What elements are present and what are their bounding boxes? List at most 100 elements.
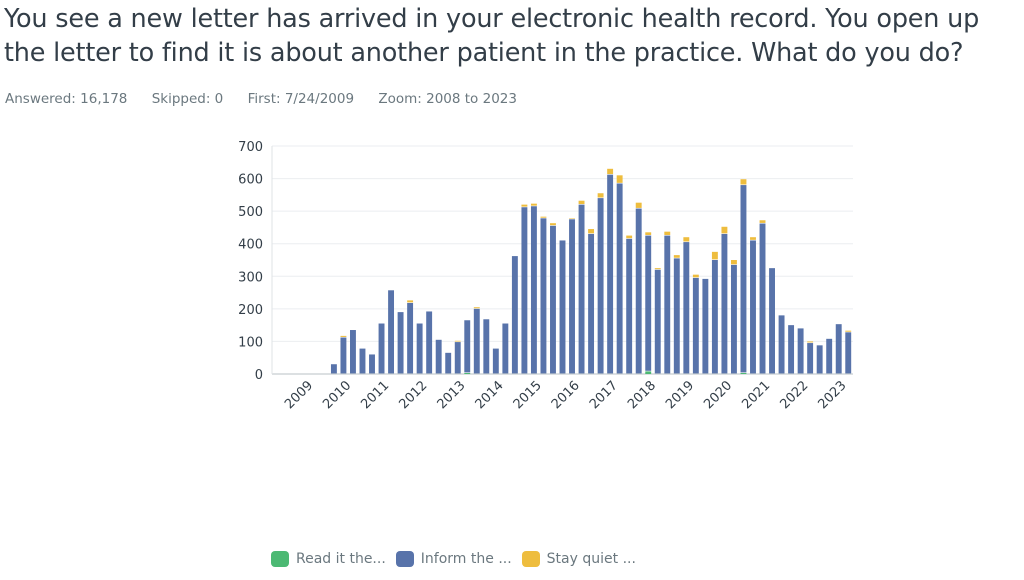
bar-segment	[645, 232, 652, 235]
bar-segment	[721, 226, 728, 234]
bar-segment	[692, 277, 699, 374]
bar-segment	[464, 320, 471, 373]
bar-segment	[740, 179, 747, 185]
bar-segment	[721, 233, 728, 374]
first-response-date: First: 7/24/2009	[247, 91, 355, 107]
bar-segment	[654, 269, 661, 374]
bar-segment	[740, 373, 747, 374]
x-tick-label: 2023	[816, 378, 850, 412]
legend-label-inform: Inform the ...	[420, 551, 512, 567]
bar-segment	[588, 233, 595, 374]
legend-label-stay-quiet: Stay quiet ...	[546, 551, 636, 567]
bar-segment	[350, 330, 356, 374]
bar-segment	[416, 323, 423, 374]
y-tick-label: 700	[238, 140, 263, 155]
legend-item-inform[interactable]: Inform the ...	[395, 551, 512, 567]
x-tick-label: 2009	[282, 378, 316, 412]
bar-segment	[369, 354, 375, 374]
bar-segment	[530, 203, 537, 206]
bar-segment	[616, 183, 623, 374]
x-tick-label: 2021	[739, 378, 773, 412]
answered-count: Answered: 16,178	[5, 91, 128, 107]
bar-segment	[711, 251, 718, 260]
bar-segment	[759, 220, 766, 223]
bar-segment	[711, 260, 718, 374]
bar-segment	[807, 341, 814, 343]
bar-segment	[597, 193, 604, 198]
bar-segment	[340, 337, 347, 374]
bar-segment	[407, 302, 414, 374]
zoom-range[interactable]: Zoom: 2008 to 2023	[378, 91, 517, 107]
bar-segment	[454, 340, 461, 342]
legend-swatch-inform	[395, 551, 414, 567]
bar-segment	[550, 223, 556, 226]
chart-legend: Read it the... Inform the ... Stay quiet…	[271, 551, 636, 567]
x-tick-label: 2016	[549, 378, 583, 412]
bar-segment	[683, 242, 690, 374]
bar-segment	[435, 339, 442, 374]
bar-segment	[492, 348, 499, 374]
y-tick-label: 500	[238, 205, 263, 220]
bar-segment	[578, 200, 585, 205]
bar-segment	[835, 324, 842, 374]
question-title: You see a new letter has arrived in your…	[4, 4, 980, 68]
bar-segment	[540, 216, 547, 218]
y-tick-label: 300	[238, 270, 263, 285]
bar-segment	[397, 312, 404, 374]
bar-segment	[702, 278, 709, 374]
bar-segment	[730, 264, 737, 374]
x-tick-label: 2012	[396, 378, 430, 412]
x-tick-label: 2022	[777, 378, 811, 412]
bar-segment	[673, 258, 680, 374]
skipped-count: Skipped: 0	[151, 91, 224, 107]
bar-segment	[569, 218, 575, 219]
bar-segment	[511, 256, 518, 374]
bar-segment	[750, 237, 756, 240]
bar-segment	[797, 328, 804, 374]
bar-segment	[740, 185, 747, 373]
legend-swatch-read	[271, 551, 289, 567]
bar-segment	[788, 325, 795, 374]
legend-item-read[interactable]: Read it the...	[271, 551, 386, 567]
bar-segment	[426, 311, 433, 374]
bar-segment	[759, 223, 766, 374]
bar-segment	[683, 237, 690, 242]
legend-label-read: Read it the...	[296, 551, 386, 567]
bar-segment	[778, 315, 785, 374]
bar-segment	[378, 323, 385, 374]
legend-item-stay-quiet[interactable]: Stay quiet ...	[521, 551, 636, 567]
bar-segment	[635, 208, 642, 374]
x-tick-label: 2013	[435, 378, 469, 412]
bar-segment	[664, 235, 671, 374]
bar-segment	[692, 274, 699, 278]
x-tick-label: 2017	[587, 378, 621, 412]
bar-segment	[626, 235, 633, 239]
bar-segment	[530, 206, 537, 374]
bar-segment	[407, 300, 414, 303]
response-stats: Answered: 16,178 Skipped: 0 First: 7/24/…	[5, 91, 537, 107]
bar-segment	[845, 330, 852, 332]
bar-segment	[550, 225, 556, 374]
x-tick-label: 2019	[663, 378, 697, 412]
bar-segment	[330, 364, 337, 374]
bar-segment	[445, 352, 452, 374]
x-tick-label: 2020	[701, 378, 735, 412]
bar-segment	[816, 345, 823, 374]
y-tick-label: 200	[238, 303, 263, 318]
bar-segment	[769, 268, 775, 374]
bar-segment	[464, 373, 471, 374]
bar-segment	[559, 240, 566, 374]
legend-swatch-stay-quiet	[521, 551, 540, 567]
bar-segment	[845, 332, 852, 374]
bar-segment	[607, 174, 614, 374]
bar-segment	[807, 343, 814, 374]
x-tick-label: 2015	[511, 378, 545, 412]
bar-segment	[483, 319, 490, 374]
bar-segment	[588, 229, 595, 234]
x-tick-label: 2018	[625, 378, 659, 412]
bar-segment	[569, 219, 575, 374]
bar-segment	[664, 231, 671, 235]
bar-segment	[388, 290, 395, 374]
bar-segment	[521, 207, 528, 374]
